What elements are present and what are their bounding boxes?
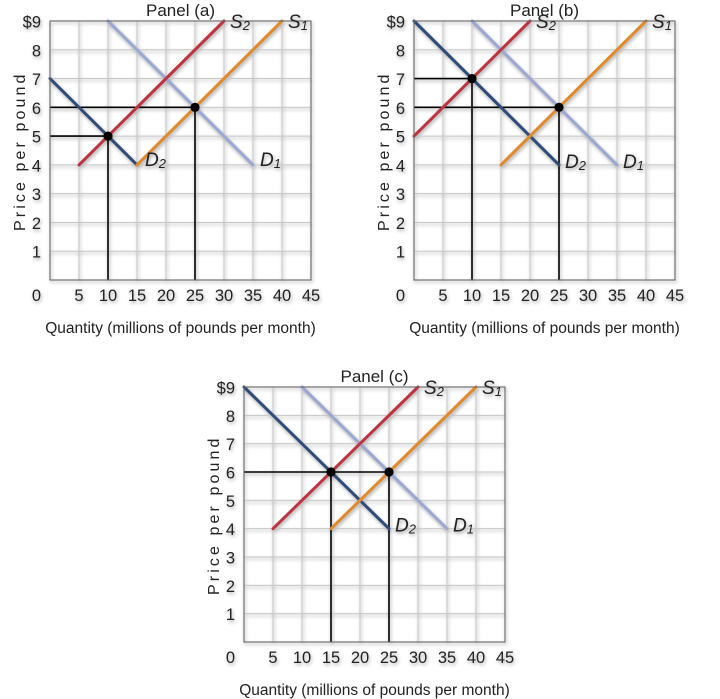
- svg-text:6: 6: [32, 100, 41, 118]
- svg-text:3: 3: [32, 186, 41, 204]
- svg-text:4: 4: [226, 521, 235, 539]
- svg-text:D1: D1: [623, 152, 644, 173]
- svg-text:20: 20: [521, 287, 539, 305]
- svg-text:20: 20: [157, 287, 175, 305]
- svg-text:8: 8: [396, 42, 405, 60]
- svg-text:7: 7: [226, 436, 235, 454]
- svg-text:1: 1: [32, 244, 41, 262]
- svg-text:30: 30: [579, 287, 597, 305]
- svg-text:D2: D2: [395, 516, 416, 537]
- svg-text:10: 10: [99, 287, 117, 305]
- svg-text:6: 6: [396, 100, 405, 118]
- svg-text:15: 15: [322, 649, 340, 667]
- svg-text:1: 1: [396, 244, 405, 262]
- svg-text:40: 40: [637, 287, 655, 305]
- svg-text:0: 0: [32, 287, 41, 305]
- svg-text:8: 8: [32, 42, 41, 60]
- svg-text:25: 25: [186, 287, 204, 305]
- svg-text:45: 45: [302, 287, 320, 305]
- svg-text:30: 30: [409, 649, 427, 667]
- svg-text:3: 3: [396, 186, 405, 204]
- svg-text:10: 10: [463, 287, 481, 305]
- svg-text:4: 4: [396, 157, 405, 175]
- svg-text:D2: D2: [145, 150, 166, 171]
- svg-text:10: 10: [293, 649, 311, 667]
- svg-text:40: 40: [273, 287, 291, 305]
- svg-text:5: 5: [268, 649, 277, 667]
- svg-text:5: 5: [32, 129, 41, 147]
- svg-text:6: 6: [226, 465, 235, 483]
- svg-text:1: 1: [226, 606, 235, 624]
- svg-text:3: 3: [226, 550, 235, 568]
- svg-text:8: 8: [226, 408, 235, 426]
- svg-text:25: 25: [380, 649, 398, 667]
- svg-text:35: 35: [608, 287, 626, 305]
- svg-text:D2: D2: [565, 152, 586, 173]
- svg-text:40: 40: [467, 649, 485, 667]
- svg-text:5: 5: [226, 493, 235, 511]
- svg-text:5: 5: [396, 129, 405, 147]
- svg-text:7: 7: [32, 71, 41, 89]
- svg-text:0: 0: [396, 287, 405, 305]
- svg-text:35: 35: [438, 649, 456, 667]
- svg-text:20: 20: [351, 649, 369, 667]
- svg-text:5: 5: [438, 287, 447, 305]
- svg-text:45: 45: [496, 649, 514, 667]
- svg-text:25: 25: [550, 287, 568, 305]
- svg-text:0: 0: [226, 649, 235, 667]
- svg-text:2: 2: [226, 578, 235, 596]
- svg-text:2: 2: [396, 215, 405, 233]
- svg-text:45: 45: [666, 287, 684, 305]
- svg-text:35: 35: [244, 287, 262, 305]
- svg-text:15: 15: [128, 287, 146, 305]
- svg-text:D1: D1: [453, 516, 474, 537]
- svg-text:2: 2: [32, 215, 41, 233]
- svg-text:5: 5: [74, 287, 83, 305]
- svg-text:D1: D1: [260, 150, 281, 171]
- svg-text:4: 4: [32, 157, 41, 175]
- svg-text:7: 7: [396, 71, 405, 89]
- svg-text:30: 30: [215, 287, 233, 305]
- svg-text:15: 15: [492, 287, 510, 305]
